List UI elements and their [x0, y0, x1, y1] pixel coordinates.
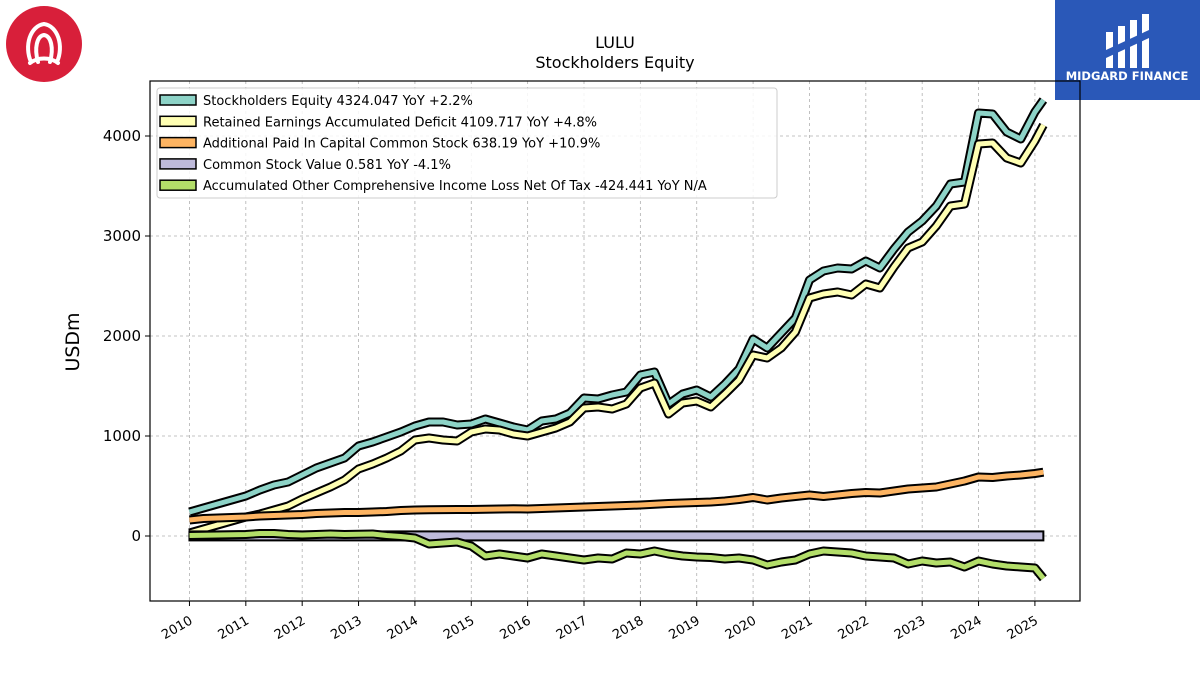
series-line	[188, 98, 1046, 515]
series-line	[189, 531, 1046, 580]
y-tick-label: 2000	[103, 327, 141, 345]
x-tick-label: 2022	[836, 613, 872, 643]
axes: 0 1000 2000 3000 4000 2010 2011 2012 2013 2014 201…	[103, 127, 1041, 643]
legend-item: Stockholders Equity 4324.047 YoY +2.2%	[159, 94, 473, 109]
y-tick-label: 0	[131, 527, 141, 545]
legend-item: Accumulated Other Comprehensive Income L…	[159, 179, 707, 194]
x-tick-label: 2014	[385, 613, 421, 643]
legend-item: Common Stock Value 0.581 YoY -4.1%	[159, 158, 451, 173]
legend-label: Additional Paid In Capital Common Stock …	[203, 137, 600, 152]
series-line	[189, 469, 1044, 523]
series-band	[188, 530, 1045, 542]
legend-box	[156, 87, 778, 199]
x-tick-label: 2023	[892, 613, 928, 643]
series-accumulated-other-comprehensive-income-loss-net-of-tax	[189, 529, 1047, 582]
x-tick-label: 2013	[328, 613, 364, 643]
x-tick-label: 2019	[667, 613, 703, 643]
legend: Stockholders Equity 4324.047 YoY +2.2% Re…	[156, 87, 778, 199]
y-tick-label: 4000	[103, 127, 141, 145]
series-line	[188, 123, 1046, 536]
y-tick-label: 1000	[103, 427, 141, 445]
series-retained-earnings-accumulated-deficit	[188, 122, 1048, 538]
legend-label: Accumulated Other Comprehensive Income L…	[203, 179, 707, 194]
x-tick-label: 2015	[441, 613, 477, 643]
legend-swatch	[159, 158, 197, 170]
x-tick-label: 2025	[1005, 613, 1041, 643]
x-tick-label: 2016	[497, 613, 533, 643]
x-tick-label: 2017	[554, 613, 590, 643]
x-tick-label: 2021	[779, 613, 815, 643]
y-axis-label: USDm	[62, 312, 84, 371]
series-common-stock-value	[188, 530, 1045, 542]
x-tick-label: 2018	[610, 613, 646, 643]
chart-subtitle: Stockholders Equity	[535, 53, 694, 72]
x-tick-label: 2020	[723, 613, 759, 643]
x-tick-label: 2010	[159, 613, 195, 643]
series-stockholders-equity	[188, 97, 1048, 517]
lululemon-logo	[6, 6, 82, 82]
legend-label: Stockholders Equity 4324.047 YoY +2.2%	[203, 94, 473, 109]
legend-swatch	[159, 94, 197, 106]
legend-swatch	[159, 115, 197, 128]
midgard-finance-logo: MIDGARD FINANCE	[1055, 0, 1200, 100]
x-tick-label: 2012	[272, 613, 308, 643]
legend-item: Additional Paid In Capital Common Stock …	[159, 136, 600, 152]
legend-label: Retained Earnings Accumulated Deficit 41…	[203, 115, 597, 130]
chart-title: LULU	[595, 33, 635, 52]
x-tick-label: 2024	[948, 613, 984, 643]
legend-label: Common Stock Value 0.581 YoY -4.1%	[203, 158, 451, 173]
x-tick-label: 2011	[216, 613, 252, 643]
legend-swatch	[159, 179, 197, 191]
plot-frame	[149, 80, 1081, 602]
legend-item: Retained Earnings Accumulated Deficit 41…	[159, 115, 597, 130]
legend-swatch	[159, 136, 197, 149]
series-additional-paid-in-capital-common-stock	[189, 467, 1045, 525]
midgard-emblem-icon	[1106, 14, 1149, 68]
publisher-name: MIDGARD FINANCE	[1066, 69, 1189, 83]
series-lines	[188, 97, 1048, 582]
y-tick-label: 3000	[103, 227, 141, 245]
